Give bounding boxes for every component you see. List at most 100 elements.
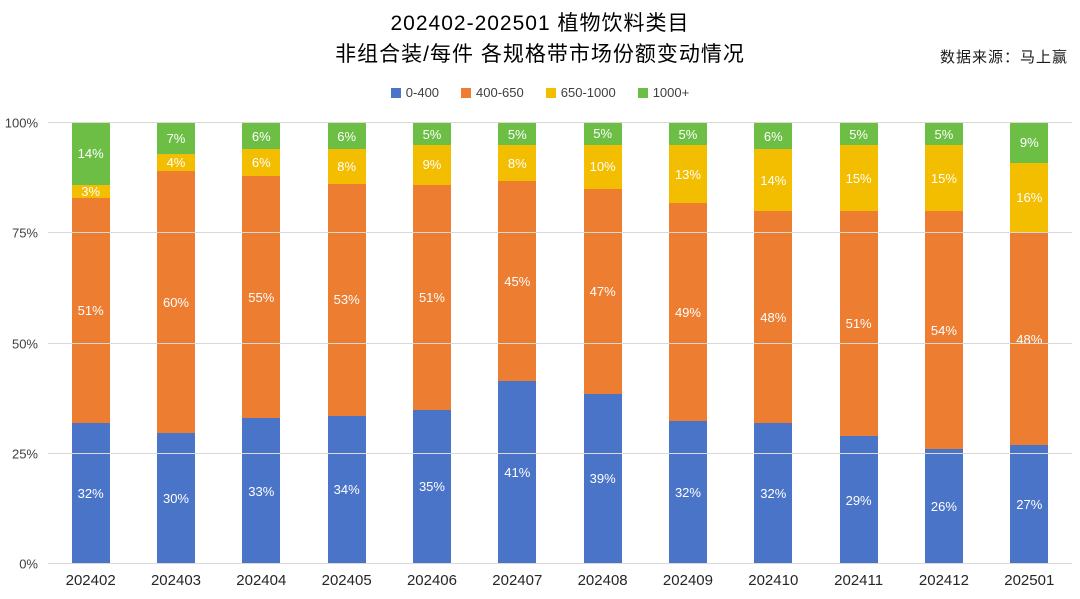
legend-item-1000+: 1000+	[637, 85, 690, 100]
x-axis-tick-label: 202405	[321, 572, 372, 589]
legend-item-label: 0-400	[405, 85, 440, 100]
bar-segment-label: 51%	[845, 316, 872, 332]
bar-segment-0-400: 29%	[839, 436, 878, 564]
gridline	[48, 452, 1072, 454]
legend-item-label: 1000+	[652, 85, 690, 100]
gridline	[48, 122, 1072, 123]
bar-stack: 34% 53% 8% 6%	[327, 123, 366, 564]
chart-title-line-1: 202402-202501 植物饮料类目	[390, 12, 690, 35]
x-axis-tick-label: 202404	[236, 572, 287, 589]
bar-segment-label: 32%	[760, 485, 787, 501]
bar-segment-400-650: 45%	[498, 180, 537, 382]
bar-segment-label: 9%	[1019, 135, 1039, 151]
bar-segment-1000+: 5%	[924, 123, 963, 146]
bar-segment-1000+: 14%	[71, 123, 110, 185]
bar-column-202407: 41% 45% 8% 5%	[475, 123, 560, 564]
bar-segment-650-1000: 3%	[71, 183, 110, 199]
bar-segment-0-400: 35%	[412, 409, 451, 564]
chart-title-line-2: 非组合装/每件 各规格带市场份额变动情况	[335, 43, 745, 66]
bar-segment-650-1000: 9%	[412, 145, 451, 185]
x-axis-tick-label: 202406	[406, 572, 457, 589]
bar-column-202411: 29% 51% 15% 5%	[816, 123, 901, 564]
y-axis-tick-label: 50%	[11, 336, 38, 351]
bar-segment-label: 35%	[418, 479, 445, 495]
bar-segment-label: 29%	[845, 492, 872, 508]
bar-segment-0-400: 32%	[71, 422, 110, 564]
bar-segment-400-650: 48%	[1010, 233, 1049, 445]
bar-segment-label: 16%	[1016, 190, 1043, 206]
bar-segment-400-650: 49%	[668, 203, 707, 422]
bar-segment-400-650: 51%	[839, 211, 878, 437]
bar-segment-label: 4%	[166, 154, 186, 170]
bar-stack: 32% 48% 14% 6%	[754, 123, 793, 564]
bar-segment-label: 6%	[251, 155, 271, 171]
bar-stack: 29% 51% 15% 5%	[839, 123, 878, 564]
bar-segment-label: 8%	[507, 155, 527, 171]
bar-column-202404: 33% 55% 6% 6%	[219, 123, 304, 564]
bar-column-202501: 27% 48% 16% 9%	[987, 123, 1072, 564]
bar-segment-1000+: 5%	[668, 123, 707, 146]
bar-segment-label: 55%	[248, 289, 275, 305]
bar-segment-label: 30%	[162, 491, 189, 506]
gridline	[48, 342, 1072, 344]
bar-segment-label: 27%	[1016, 496, 1043, 512]
bar-segment-label: 10%	[589, 159, 616, 175]
bar-segment-label: 34%	[333, 482, 360, 498]
bar-column-202405: 34% 53% 8% 6%	[304, 123, 389, 564]
bar-segment-label: 39%	[589, 471, 616, 487]
bar-segment-400-650: 53%	[327, 184, 366, 416]
bar-stack: 32% 49% 13% 5%	[668, 123, 707, 564]
bar-segment-650-1000: 4%	[156, 153, 195, 172]
x-axis-tick-label: 202402	[65, 572, 116, 589]
bar-segment-0-400: 32%	[668, 421, 707, 564]
bar-segment-label: 6%	[251, 128, 271, 144]
bar-segment-label: 48%	[760, 309, 787, 325]
bar-segment-label: 9%	[422, 157, 442, 173]
bar-column-202403: 30% 60% 4% 7%	[133, 123, 218, 564]
bar-segment-400-650: 48%	[754, 211, 793, 423]
bar-segment-label: 6%	[763, 128, 783, 144]
bar-segment-0-400: 41%	[498, 381, 537, 564]
chart-title: 202402-202501 植物饮料类目 非组合装/每件 各规格带市场份额变动情…	[0, 8, 1080, 70]
bar-segment-label: 14%	[77, 146, 104, 162]
bar-segment-label: 5%	[849, 126, 868, 142]
bar-segment-650-1000: 15%	[924, 145, 963, 212]
bar-segment-label: 48%	[1016, 331, 1043, 347]
bar-column-202410: 32% 48% 14% 6%	[731, 123, 816, 564]
bar-segment-label: 49%	[674, 304, 701, 320]
bar-segment-650-1000: 16%	[1010, 162, 1049, 234]
bar-segment-650-1000: 8%	[327, 149, 366, 185]
bar-segment-label: 51%	[418, 289, 445, 305]
bar-segment-label: 54%	[930, 322, 957, 338]
data-source-label: 数据来源：马上赢	[939, 48, 1068, 66]
bar-stack: 35% 51% 9% 5%	[412, 123, 451, 564]
legend-item-650-1000: 650-1000	[545, 85, 616, 100]
bar-segment-label: 60%	[162, 294, 189, 310]
bar-segment-1000+: 9%	[1010, 123, 1049, 163]
y-axis-tick-label: 0%	[19, 556, 38, 572]
bar-stack: 32% 51% 3% 14%	[71, 123, 110, 564]
bar-segment-0-400: 27%	[1010, 444, 1049, 564]
bar-segment-label: 33%	[248, 483, 275, 499]
bar-segment-1000+: 5%	[839, 123, 878, 146]
bar-segment-0-400: 39%	[583, 393, 622, 564]
bar-segment-0-400: 34%	[327, 415, 366, 564]
bar-column-202412: 26% 54% 15% 5%	[901, 123, 986, 564]
x-axis-tick-label: 202409	[662, 572, 713, 589]
legend-item-0-400: 0-400	[390, 85, 440, 100]
bar-segment-1000+: 5%	[412, 123, 451, 146]
bar-segment-label: 15%	[930, 170, 957, 186]
bar-segment-650-1000: 6%	[242, 149, 281, 176]
bar-segment-label: 45%	[504, 273, 531, 289]
x-axis-tick-label: 202403	[150, 572, 202, 589]
bar-segment-400-650: 60%	[156, 171, 195, 434]
bar-column-202402: 32% 51% 3% 14%	[48, 123, 133, 564]
bar-segment-label: 3%	[81, 183, 101, 199]
x-axis-tick-label: 202501	[1004, 572, 1055, 589]
x-axis-tick-label: 202408	[577, 572, 628, 589]
bar-segment-650-1000: 13%	[668, 145, 707, 204]
x-axis-tick-label: 202410	[748, 572, 799, 589]
bar-segment-1000+: 7%	[156, 123, 195, 154]
bar-segment-0-400: 30%	[156, 433, 195, 564]
